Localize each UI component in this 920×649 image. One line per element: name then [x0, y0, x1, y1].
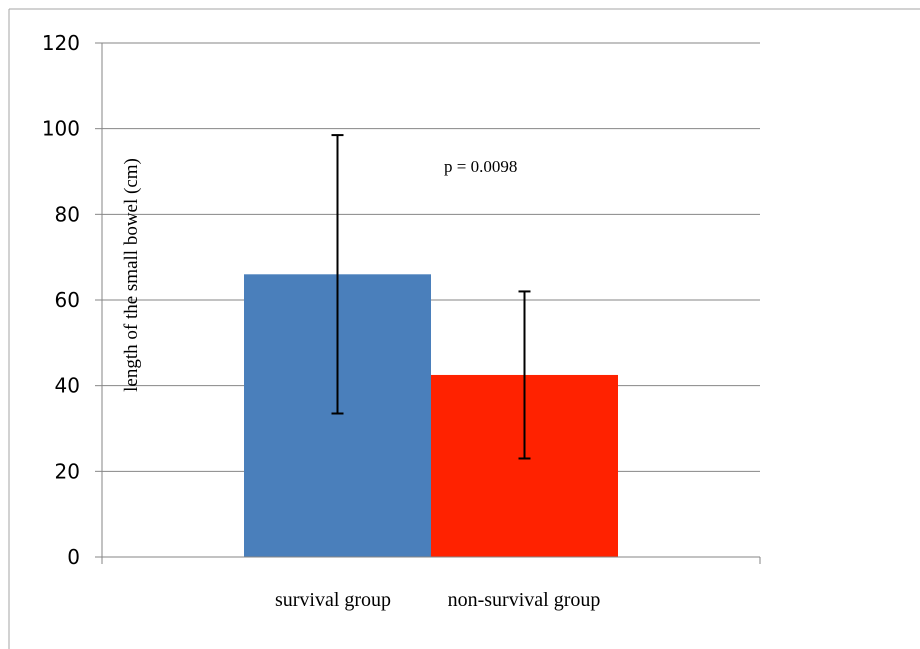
y-tick-label: 0 — [67, 545, 80, 569]
bars — [244, 274, 618, 557]
labels: 0 20 40 60 80 100 120 survival group non-surviva… — [42, 31, 601, 611]
y-tick-label: 120 — [42, 31, 80, 55]
y-tick-label: 80 — [55, 202, 80, 226]
y-tick-label: 100 — [42, 117, 80, 141]
x-category-label: survival group — [275, 589, 391, 611]
p-value-annotation: p = 0.0098 — [444, 157, 517, 176]
y-tick-label: 60 — [55, 288, 80, 312]
x-category-label: non-survival group — [448, 589, 601, 611]
y-tick-label: 40 — [55, 374, 80, 398]
y-axis-title: length of the small bowel (cm) — [121, 158, 142, 392]
y-tick-label: 20 — [55, 459, 80, 483]
error-bars — [331, 134, 531, 460]
axes — [95, 42, 761, 564]
